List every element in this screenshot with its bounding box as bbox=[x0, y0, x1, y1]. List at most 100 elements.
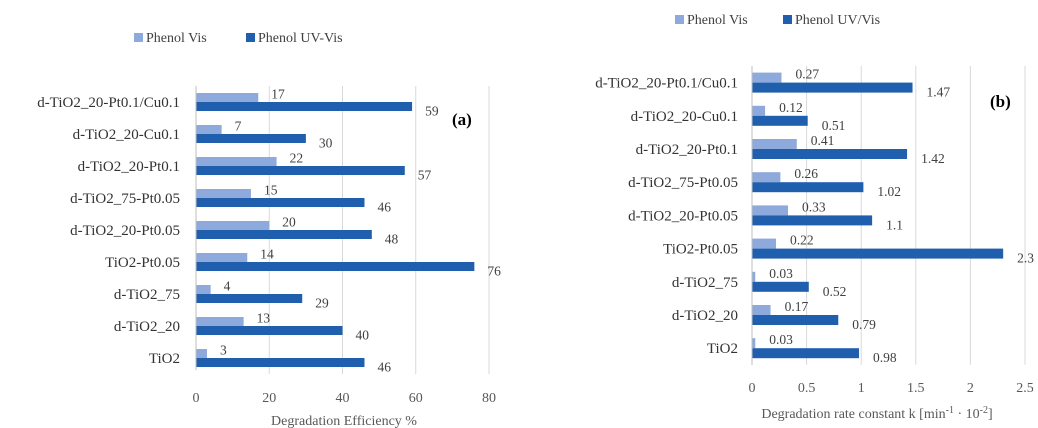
category-label: d-TiO2_20-Pt0.1 bbox=[78, 159, 180, 175]
bar-vis bbox=[196, 189, 251, 198]
data-label: 1.42 bbox=[921, 151, 945, 166]
category-label: d-TiO2_20-Cu0.1 bbox=[73, 127, 180, 143]
data-label: 0.27 bbox=[795, 67, 819, 82]
data-label: 7 bbox=[235, 119, 242, 134]
bar-uvvis bbox=[196, 358, 365, 367]
data-label: 0.79 bbox=[852, 317, 876, 332]
chart-b: Phenol Vis Phenol UV/Vis d-TiO2_20-Pt0.1… bbox=[595, 13, 1034, 422]
bar-vis bbox=[752, 139, 797, 149]
bar-vis bbox=[752, 72, 782, 83]
x-tick-label: 1.5 bbox=[907, 381, 925, 396]
data-label: 0.12 bbox=[779, 100, 803, 115]
chart-a-x-ticks: 0 20 40 60 80 bbox=[193, 391, 497, 406]
data-label: 14 bbox=[260, 247, 274, 262]
category-label: d-TiO2_20-Pt0.1/Cu0.1 bbox=[37, 95, 180, 111]
bar-uvvis bbox=[752, 215, 873, 226]
bar-uvvis bbox=[752, 149, 908, 159]
bar-uvvis bbox=[752, 348, 860, 359]
data-label: 57 bbox=[418, 168, 432, 183]
bar-vis bbox=[752, 105, 766, 116]
data-label: 0.03 bbox=[769, 332, 793, 347]
data-label: 4 bbox=[224, 279, 231, 294]
bar-vis bbox=[196, 157, 277, 166]
category-label: d-TiO2_20-Pt0.05 bbox=[628, 208, 738, 224]
data-label: 0.52 bbox=[823, 284, 847, 299]
chart-b-legend-label-uvvis: Phenol UV/Vis bbox=[795, 13, 880, 28]
bar-uvvis bbox=[752, 82, 913, 93]
category-label: d-TiO2_20 bbox=[114, 319, 180, 335]
x-tick-label: 60 bbox=[409, 391, 423, 406]
data-label: 0.17 bbox=[785, 299, 809, 314]
bar-vis bbox=[752, 305, 771, 315]
data-label: 0.33 bbox=[802, 199, 826, 214]
category-label: d-TiO2_20 bbox=[672, 308, 738, 324]
data-label: 0.51 bbox=[822, 118, 846, 133]
category-label: d-TiO2_20-Pt0.1/Cu0.1 bbox=[595, 76, 738, 92]
chart-b-legend-swatch-vis bbox=[675, 15, 684, 24]
chart-b-legend-label-vis: Phenol Vis bbox=[687, 13, 748, 28]
chart-b-legend: Phenol Vis Phenol UV/Vis bbox=[675, 13, 880, 28]
bar-uvvis bbox=[752, 315, 839, 325]
bar-vis bbox=[196, 317, 244, 326]
bar-vis bbox=[196, 253, 248, 262]
bar-uvvis bbox=[196, 262, 475, 271]
chart-b-category-labels: d-TiO2_20-Pt0.1/Cu0.1 d-TiO2_20-Cu0.1 d-Ti… bbox=[595, 76, 738, 358]
bar-vis bbox=[196, 349, 207, 358]
data-label: 48 bbox=[385, 232, 399, 247]
chart-b-legend-swatch-uvvis bbox=[783, 15, 792, 24]
chart-a-panel-label: (a) bbox=[452, 110, 472, 129]
bar-uvvis bbox=[196, 326, 343, 335]
data-label: 0.98 bbox=[873, 350, 897, 365]
category-label: d-TiO2_75 bbox=[114, 287, 180, 303]
bar-uvvis bbox=[196, 230, 372, 239]
data-label: 76 bbox=[487, 264, 501, 279]
chart-b-x-axis-title: Degradation rate constant k [min-1 · 10-… bbox=[761, 405, 992, 422]
data-label: 2.3 bbox=[1017, 251, 1034, 266]
bar-uvvis bbox=[752, 115, 808, 126]
data-label: 0.03 bbox=[769, 266, 793, 281]
data-label: 0.22 bbox=[790, 233, 814, 248]
data-label: 3 bbox=[220, 343, 227, 358]
x-tick-label: 2 bbox=[967, 381, 974, 396]
category-label: TiO2 bbox=[149, 351, 180, 367]
bar-vis bbox=[752, 338, 756, 349]
bar-vis bbox=[196, 285, 211, 294]
category-label: d-TiO2_75-Pt0.05 bbox=[628, 175, 738, 191]
category-label: d-TiO2_75 bbox=[672, 275, 738, 291]
chart-a-x-axis-title: Degradation Efficiency % bbox=[271, 414, 417, 428]
chart-b-x-ticks: 0 0.5 1 1.5 2 2.5 bbox=[749, 381, 1034, 396]
bar-vis bbox=[752, 172, 781, 183]
data-label: 1.47 bbox=[927, 85, 951, 100]
x-tick-label: 0 bbox=[749, 381, 756, 396]
chart-a-bars bbox=[196, 93, 475, 367]
data-label: 30 bbox=[319, 136, 333, 151]
x-tick-label: 80 bbox=[482, 391, 496, 406]
chart-b-value-labels: 0.27 1.47 0.12 0.510.41 1.42 0.26 1.02 0.33 1.1 0… bbox=[769, 67, 1034, 366]
chart-a-category-labels: d-TiO2_20-Pt0.1/Cu0.1 d-TiO2_20-Cu0.1 d-Ti… bbox=[37, 95, 180, 367]
x-tick-label: 2.5 bbox=[1016, 381, 1034, 396]
data-label: 46 bbox=[377, 360, 391, 375]
data-label: 17 bbox=[271, 87, 285, 102]
data-label: 1.02 bbox=[877, 184, 901, 199]
data-label: 59 bbox=[425, 104, 439, 119]
bar-uvvis bbox=[752, 182, 864, 193]
data-label: 15 bbox=[264, 183, 278, 198]
chart-a-value-labels: 17 59 7 30 22 57 15 46 20 48 14 76 4 29 13 40 3 46 bbox=[220, 87, 501, 375]
bar-uvvis bbox=[752, 281, 809, 292]
bar-vis bbox=[196, 221, 270, 230]
category-label: TiO2 bbox=[707, 341, 738, 357]
bar-vis bbox=[196, 125, 222, 134]
data-label: 0.26 bbox=[794, 166, 818, 181]
x-tick-label: 0 bbox=[193, 391, 200, 406]
x-tick-label: 20 bbox=[262, 391, 276, 406]
data-label: 13 bbox=[257, 311, 271, 326]
data-label: 1.1 bbox=[886, 217, 903, 232]
category-label: TiO2-Pt0.05 bbox=[105, 255, 180, 271]
category-label: d-TiO2_20-Pt0.1 bbox=[636, 142, 738, 158]
data-label: 20 bbox=[282, 215, 296, 230]
chart-b-bars bbox=[752, 72, 1004, 359]
bar-uvvis bbox=[196, 294, 303, 303]
bar-uvvis bbox=[752, 248, 1004, 259]
x-tick-label: 1 bbox=[858, 381, 865, 396]
